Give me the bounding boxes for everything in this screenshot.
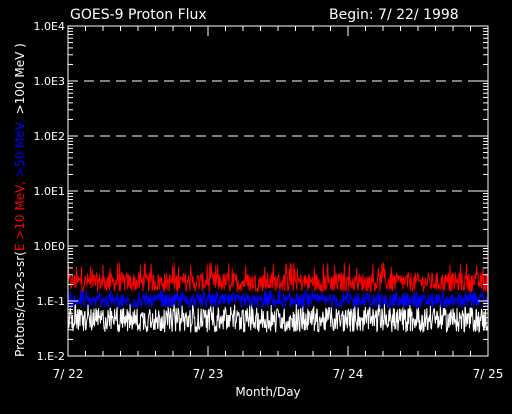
y-tick-label-4: 1.0E2 (34, 130, 65, 143)
x-tick-label-2: 7/ 24 (333, 367, 364, 381)
y-axis-label-part-2: >50 MeV, (13, 118, 27, 181)
series-line-2 (67, 303, 489, 334)
y-tick-label-0: 1.E-2 (37, 350, 65, 363)
series-line-1 (67, 288, 489, 309)
series-line-0 (67, 262, 489, 293)
axes (67, 25, 489, 357)
x-tick-label-1: 7/ 23 (193, 367, 224, 381)
y-tick-label-1: 1.E-1 (37, 295, 65, 308)
y-axis-label-part-1: E >10 MeV, (13, 181, 27, 251)
x-tick-labels: 7/ 22 7/ 23 7/ 24 7/ 25 (53, 367, 504, 381)
y-tick-label-2: 1.0E0 (34, 240, 65, 253)
y-axis-label-part-3: >100 MeV ) (13, 43, 27, 118)
y-tick-label-6: 1.0E4 (34, 20, 65, 33)
y-tick-label-3: 1.0E1 (34, 185, 65, 198)
chart-title: GOES-9 Proton Flux (70, 7, 207, 23)
y-axis-label-part-0: Protons/cm2-s-sr( (13, 251, 27, 357)
y-tick-labels: 1.E-2 1.E-1 1.0E0 1.0E1 1.0E2 1.0E3 1.0E4 (34, 20, 65, 363)
grid-lines (68, 80, 488, 247)
x-tick-label-0: 7/ 22 (53, 367, 84, 381)
series-group (67, 262, 489, 334)
y-tick-label-5: 1.0E3 (34, 75, 65, 88)
x-axis-label: Month/Day (235, 385, 300, 399)
y-axis-label: Protons/cm2-s-sr(E >10 MeV, >50 MeV, >10… (13, 43, 27, 357)
x-tick-label-3: 7/ 25 (473, 367, 504, 381)
begin-date: Begin: 7/ 22/ 1998 (329, 7, 459, 23)
